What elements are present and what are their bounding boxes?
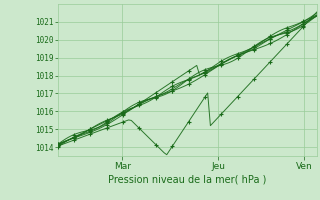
X-axis label: Pression niveau de la mer( hPa ): Pression niveau de la mer( hPa ) (108, 175, 266, 185)
